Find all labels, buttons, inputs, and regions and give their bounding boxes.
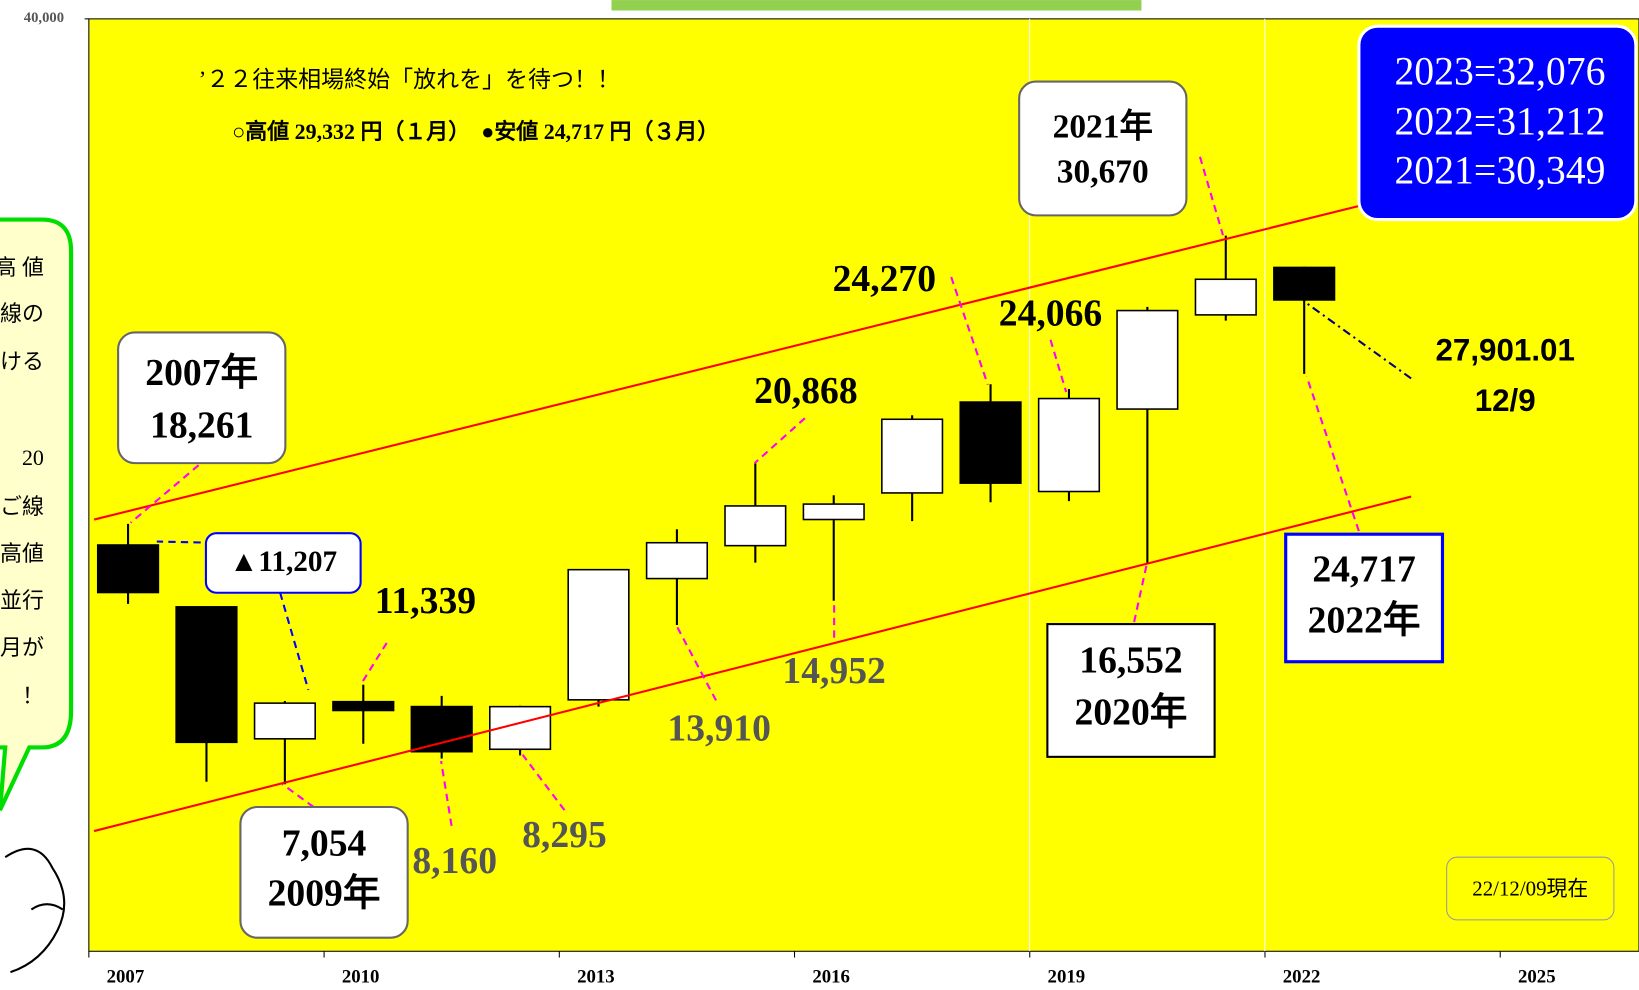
callout: 18,261: [150, 404, 253, 446]
callout-box: [204, 532, 362, 594]
upper-trendline: [93, 204, 1360, 521]
x-tick-label: 2022: [1283, 967, 1321, 988]
callout: 12/9: [1475, 383, 1536, 418]
candle-body: [802, 503, 865, 521]
subline: ○高値 29,332 円（１月） ●安値 24,717 円（３月）: [232, 119, 719, 144]
callout: 2009年: [268, 873, 381, 915]
forecast: 2022=31,212: [1394, 100, 1605, 144]
callout-box: [117, 331, 287, 465]
forecast: 2023=32,076: [1394, 49, 1605, 93]
side-note-line: 20: [22, 445, 44, 470]
speech-bubble: [0, 217, 74, 812]
candles: [96, 235, 1336, 785]
side-note-line: 線の: [0, 301, 44, 326]
callout: 14,952: [782, 650, 885, 692]
as-of: 22/12/09現在: [1472, 876, 1588, 900]
arrow: [440, 760, 453, 826]
callout: 8,295: [522, 814, 607, 856]
callout-box: [1018, 80, 1188, 217]
x-tick-label: 2016: [812, 967, 850, 988]
arrow: [129, 464, 200, 524]
x-tick-label: 2007: [107, 967, 145, 988]
lower-trendline: [93, 495, 1412, 833]
x-tick-label: 2025: [1518, 967, 1556, 988]
candle-body: [724, 505, 787, 547]
mascot: [4, 847, 66, 974]
arrow: [359, 642, 388, 686]
candle-body: [253, 702, 316, 740]
callout: ▲11,207: [229, 546, 337, 578]
callout: 11,339: [375, 580, 476, 622]
arrow: [676, 626, 717, 701]
arrow: [1305, 376, 1360, 532]
candle-body: [1116, 309, 1179, 410]
side-note-line: ご線: [0, 494, 44, 519]
callout: 16,552: [1079, 639, 1182, 681]
candle-body: [1194, 278, 1257, 316]
callout-box: [1284, 532, 1445, 664]
x-tick-label: 2013: [577, 967, 615, 988]
arrow: [281, 783, 315, 808]
callout: 2007年: [145, 352, 258, 394]
arrow: [950, 276, 989, 386]
arrow: [1133, 564, 1148, 623]
side-note-line: ける: [0, 349, 44, 374]
arrow: [753, 417, 806, 464]
callout: 24,066: [999, 292, 1102, 334]
candle-body: [567, 568, 630, 701]
candle-body: [332, 700, 395, 712]
callout: 24,717: [1312, 549, 1415, 591]
arrows: [129, 156, 1412, 826]
callout: 20,868: [754, 370, 857, 412]
callout: 7,054: [282, 822, 367, 864]
candle-body: [410, 705, 473, 753]
x-tick-label: 2010: [342, 967, 380, 988]
as-of-box: [1446, 856, 1615, 921]
y-tick-label: 40,000: [24, 10, 64, 26]
callout: 30,670: [1057, 153, 1149, 190]
forecast: 2021=30,349: [1394, 149, 1605, 193]
title-bar: [611, 0, 1142, 11]
forecast-box: [1357, 24, 1638, 222]
candle-body: [1273, 266, 1336, 301]
callout-box: [1046, 623, 1216, 758]
callout: 13,910: [667, 707, 770, 749]
arrow: [1049, 339, 1068, 393]
side-note-line: 高値: [0, 541, 44, 566]
arrow: [1305, 302, 1412, 380]
callout: 8,160: [412, 840, 497, 882]
callout: 27,901.01: [1435, 333, 1574, 368]
x-tick-label: 2019: [1048, 967, 1086, 988]
callout: 24,270: [833, 258, 936, 300]
side-note-line: 高 値: [0, 255, 44, 280]
side-note-line: 月が: [0, 635, 44, 660]
candle-body: [959, 401, 1022, 484]
candle-body: [175, 606, 238, 744]
candle-body: [1037, 397, 1101, 493]
candle-body: [645, 541, 709, 580]
side-note-line: ！: [22, 683, 44, 708]
callout: 2022年: [1308, 600, 1421, 642]
callout-box: [239, 805, 409, 939]
candle-body: [96, 544, 160, 594]
arrow: [279, 592, 310, 691]
candle-body: [881, 418, 944, 494]
headline: ’２２往来相場終始「放れを」を待つ！！: [199, 67, 620, 92]
callout: 2020年: [1075, 692, 1188, 734]
side-note-line: 並行: [0, 588, 44, 613]
arrow: [1198, 156, 1224, 236]
callout: 2021年: [1053, 108, 1153, 145]
